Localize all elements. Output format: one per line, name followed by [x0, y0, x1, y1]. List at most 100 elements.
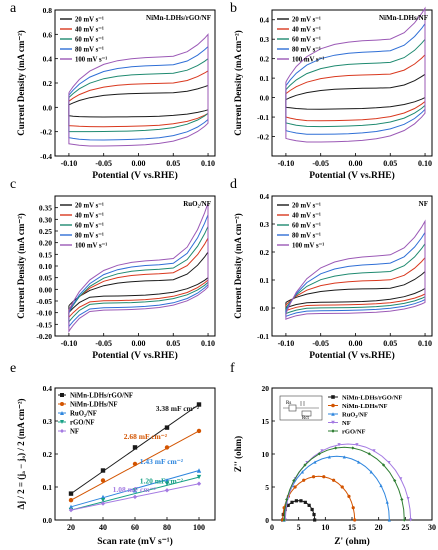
- data-point: [132, 488, 138, 493]
- y-tick-label: 0.1: [43, 483, 53, 492]
- data-point: [351, 446, 355, 450]
- x-tick-label: -0.10: [61, 339, 78, 348]
- y-tick-label: 0.2: [43, 450, 53, 459]
- panel-letter: f: [230, 361, 235, 376]
- data-point: [381, 463, 386, 467]
- data-point: [385, 500, 389, 504]
- y-tick-label: -0.15: [36, 320, 52, 329]
- legend-label: 20 mV s⁻¹: [292, 203, 321, 210]
- x-tick-label: -0.05: [312, 339, 329, 348]
- data-point: [302, 478, 306, 482]
- legend-label: RuO₂/NF: [342, 412, 368, 419]
- legend-label: NiMn-LDHs/rGO/NF: [70, 393, 133, 400]
- slope-label: 1.20 mF cm⁻²: [140, 477, 184, 486]
- data-point: [68, 498, 74, 503]
- x-tick-label: -0.05: [95, 159, 112, 168]
- y-tick-label: 0.0: [260, 94, 270, 103]
- legend-label: 40 mV s⁻¹: [75, 213, 104, 220]
- data-point: [340, 485, 344, 489]
- data-point: [196, 468, 202, 473]
- y-tick-label: 0.4: [43, 55, 53, 64]
- data-point: [347, 494, 351, 498]
- data-point: [311, 475, 316, 479]
- y-tick-label: -0.2: [257, 133, 269, 142]
- y-tick-label: 20: [262, 384, 270, 393]
- data-point: [327, 455, 331, 459]
- nyquist-curve: [283, 446, 405, 521]
- data-point: [164, 445, 170, 450]
- data-point: [351, 506, 355, 510]
- data-point: [307, 503, 311, 507]
- legend-marker: [60, 411, 64, 415]
- legend-title: NF: [419, 200, 428, 208]
- y-tick-label: -0.4: [40, 152, 52, 161]
- data-point: [196, 402, 202, 407]
- y-axis-title: Δj / 2 = (jₐ − jₒ) / 2 (mA cm⁻²): [16, 398, 26, 509]
- data-point: [320, 449, 324, 453]
- legend-marker: [60, 429, 64, 433]
- y-tick-label: -0.20: [36, 332, 52, 341]
- inset-label: Rs: [286, 401, 291, 406]
- x-tick-label: 0.10: [418, 159, 432, 168]
- data-point: [100, 501, 106, 506]
- data-point: [357, 460, 361, 464]
- x-axis-title: Scan rate (mV s⁻¹): [97, 536, 173, 547]
- legend-label: 80 mV s⁻¹: [292, 47, 321, 54]
- y-tick-label: 0.2: [260, 55, 270, 64]
- data-point: [282, 518, 286, 522]
- cv-curve: [68, 236, 209, 319]
- data-point: [353, 518, 357, 522]
- data-point: [322, 475, 326, 479]
- data-point: [196, 474, 202, 480]
- inset-label: Rct: [302, 416, 310, 421]
- legend-marker: [60, 420, 64, 424]
- legend-marker: [331, 420, 335, 425]
- nyquist-curve: [284, 443, 412, 521]
- legend-label: 60 mV s⁻¹: [292, 37, 321, 44]
- y-tick-label: 0.8: [43, 6, 53, 15]
- data-point: [400, 497, 404, 502]
- legend-label: NiMn-LDHs/NF: [70, 402, 118, 409]
- y-tick-label: 0.1: [260, 276, 270, 285]
- data-point: [313, 518, 317, 522]
- slope-label: 2.68 mF cm⁻²: [124, 432, 168, 441]
- y-tick-label: 0.35: [39, 204, 52, 213]
- data-point: [369, 470, 373, 474]
- legend-label: 100 mV s⁻¹: [292, 243, 324, 250]
- y-tick-label: 0.0: [43, 516, 53, 525]
- y-axis-title: Current Density (mA cm⁻²): [16, 213, 26, 319]
- y-tick-label: 0.30: [39, 215, 52, 224]
- y-tick-label: 0: [265, 516, 269, 525]
- data-point: [285, 497, 289, 502]
- cv-curve: [285, 219, 426, 320]
- data-point: [317, 452, 321, 456]
- slope-label: 1.43 mF cm⁻²: [140, 457, 184, 466]
- y-tick-label: 0.05: [39, 274, 52, 283]
- data-point: [409, 518, 413, 522]
- x-tick-label: 20: [375, 523, 383, 532]
- data-point: [337, 443, 341, 447]
- data-point: [303, 500, 307, 504]
- legend-label: 60 mV s⁻¹: [75, 223, 104, 230]
- data-point: [290, 500, 294, 504]
- panel-letter: b: [230, 1, 237, 16]
- data-point: [367, 452, 371, 456]
- x-axis-title: Potential (V vs.RHE): [92, 350, 178, 361]
- x-tick-label: 0.10: [201, 339, 215, 348]
- data-point: [100, 478, 106, 483]
- legend-label: 40 mV s⁻¹: [75, 27, 104, 34]
- legend-label: 20 mV s⁻¹: [292, 17, 321, 24]
- data-point: [293, 485, 297, 489]
- data-point: [164, 481, 170, 486]
- legend-label: 20 mV s⁻¹: [75, 17, 104, 24]
- panel-letter: a: [10, 1, 17, 16]
- x-tick-label: 0.00: [348, 159, 362, 168]
- data-point: [313, 460, 317, 464]
- slope-label: 3.38 mF cm⁻²: [156, 404, 200, 413]
- panel-d: d -0.10 -0.05 0.00 0.05 0.10 -0.1 0.0 0.1 0.2 0.3 0…: [230, 177, 433, 361]
- y-axis-title: Current Density (mA cm⁻²): [233, 213, 243, 319]
- legend-label: 40 mV s⁻¹: [292, 213, 321, 220]
- y-tick-label: 0.1: [260, 74, 270, 83]
- y-tick-label: -0.1: [257, 113, 269, 122]
- data-point: [342, 455, 346, 459]
